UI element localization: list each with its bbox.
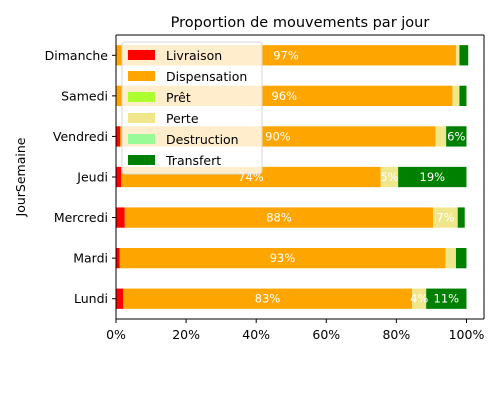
bar-value-label: 90% <box>265 129 291 143</box>
bar-mercredi-3 <box>433 207 458 228</box>
bar-value-label: 5% <box>380 170 398 184</box>
bar-mardi-0 <box>116 248 120 269</box>
legend-swatch-3 <box>128 113 155 123</box>
bar-lundi-5 <box>426 288 467 309</box>
chart-title: Proportion de mouvements par jour <box>171 15 430 31</box>
bar-mercredi-0 <box>116 207 125 228</box>
bar-value-label: 83% <box>255 292 281 306</box>
y-tick-label-dimanche: Dimanche <box>45 48 109 63</box>
bar-mercredi-5 <box>457 207 465 228</box>
bar-mardi-1 <box>119 248 446 269</box>
legend-label-3: Perte <box>166 111 199 126</box>
legend-label-0: Livraison <box>166 48 222 63</box>
legend-swatch-1 <box>128 71 155 81</box>
x-tick-label: 20% <box>172 327 200 342</box>
legend-swatch-2 <box>128 92 155 102</box>
bar-jeudi-3 <box>380 166 399 188</box>
bar-vendredi-5 <box>446 126 467 147</box>
bar-mardi-3 <box>445 248 456 269</box>
legend-label-1: Dispensation <box>166 69 247 84</box>
y-tick-label-mardi: Mardi <box>73 251 108 266</box>
bar-mercredi-1 <box>124 207 434 228</box>
bar-value-label: 11% <box>434 292 460 306</box>
legend-box <box>121 41 263 175</box>
bar-mardi-5 <box>455 248 467 269</box>
x-tick-label: 0% <box>106 327 126 342</box>
bar-value-label: 7% <box>436 211 454 225</box>
legend-swatch-5 <box>128 155 155 165</box>
bar-vendredi-3 <box>435 126 447 147</box>
bar-lundi-3 <box>412 288 427 309</box>
bar-value-label: 4% <box>410 292 428 306</box>
bar-lundi-0 <box>116 288 124 309</box>
bar-samedi-5 <box>459 85 467 106</box>
x-tick-label: 60% <box>312 327 340 342</box>
bar-labels-layer: 83% 4% 11%93%88% 7%74% 5% 19%90% 6%96%97% <box>238 48 465 305</box>
axes-layer: 0% 20% 40% 60% 80% 100% Lundi Mardi Mercredi Jeud… <box>45 34 485 342</box>
legend-label-4: Destruction <box>166 132 239 147</box>
legend-label-5: Transfert <box>165 153 221 168</box>
bar-value-label: 93% <box>270 251 296 265</box>
bar-samedi-3 <box>452 85 460 106</box>
bar-vendredi-0 <box>116 126 121 147</box>
x-tick-label: 40% <box>242 327 270 342</box>
legend-label-2: Prêt <box>166 90 191 105</box>
bar-value-label: 19% <box>420 170 446 184</box>
bar-dimanche-3 <box>455 45 460 66</box>
y-tick-label-samedi: Samedi <box>61 88 108 103</box>
y-tick-label-jeudi: Jeudi <box>76 170 108 185</box>
bar-value-label: 96% <box>271 89 297 103</box>
legend-swatch-0 <box>128 50 155 60</box>
x-tick-label: 80% <box>382 327 410 342</box>
bar-jeudi-5 <box>398 166 467 188</box>
y-tick-label-mercredi: Mercredi <box>54 210 108 225</box>
bar-value-label: 97% <box>273 48 299 62</box>
bar-lundi-1 <box>123 288 413 309</box>
bar-value-label: 88% <box>266 211 292 225</box>
legend: Livraison Dispensation Prêt Perte Destructio… <box>121 41 263 175</box>
x-tick-label: 100% <box>449 327 485 342</box>
bar-jeudi-0 <box>116 166 122 188</box>
y-tick-label-vendredi: Vendredi <box>53 129 108 144</box>
y-tick-label-lundi: Lundi <box>74 291 108 306</box>
bar-dimanche-5 <box>459 45 469 66</box>
legend-swatch-4 <box>128 134 155 144</box>
y-axis-label: JourSemaine <box>13 137 28 217</box>
bar-value-label: 6% <box>447 129 465 143</box>
